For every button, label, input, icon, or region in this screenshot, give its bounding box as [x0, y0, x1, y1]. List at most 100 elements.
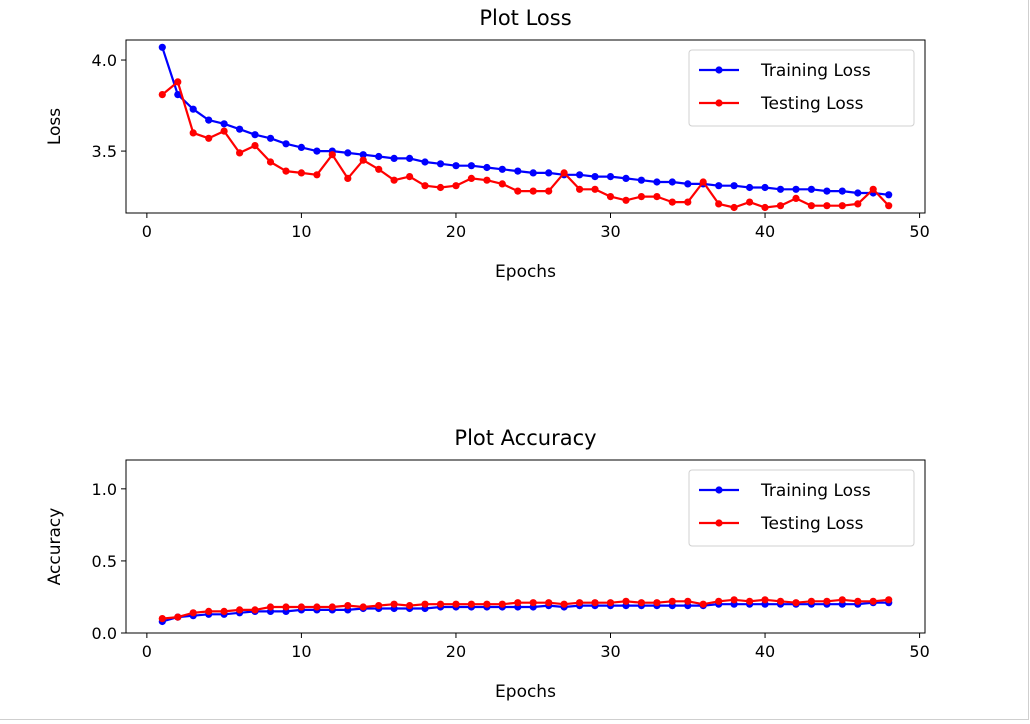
data-point — [684, 597, 692, 605]
data-point — [205, 607, 213, 616]
data-point — [236, 149, 244, 157]
data-point — [158, 43, 166, 51]
y-tick-label: 0.5 — [92, 552, 117, 571]
data-point — [498, 165, 506, 173]
data-point — [854, 189, 862, 197]
data-point — [266, 134, 275, 142]
data-point — [622, 597, 630, 605]
data-point — [236, 125, 244, 133]
data-point — [251, 142, 259, 150]
data-point — [406, 154, 414, 162]
series-testing-loss — [158, 596, 893, 623]
data-point — [838, 202, 846, 210]
data-point — [684, 198, 692, 206]
data-point — [730, 203, 738, 212]
chart-panel-1: 0 10 20 30 40 50 3.5 4.0 Plot Loss Epochs Loss Trai… — [45, 6, 930, 282]
x-tick-label: 20 — [446, 222, 466, 241]
legend-marker — [715, 486, 723, 494]
data-point — [483, 163, 491, 172]
data-point — [282, 167, 290, 175]
data-point — [297, 603, 305, 611]
legend-box — [688, 49, 915, 127]
data-point — [266, 158, 275, 166]
data-point — [622, 196, 630, 204]
y-tick-label: 4.0 — [92, 51, 117, 70]
data-point — [282, 603, 290, 611]
data-point — [869, 185, 877, 193]
data-point — [174, 78, 182, 86]
x-tick-label: 50 — [909, 642, 929, 661]
legend-label: Testing Loss — [760, 514, 864, 534]
data-point — [421, 182, 429, 190]
chart-title: Plot Loss — [479, 6, 571, 30]
data-point — [251, 606, 259, 614]
data-point — [205, 134, 213, 142]
data-point — [436, 160, 445, 168]
data-point — [746, 183, 754, 192]
data-point — [189, 129, 197, 137]
x-tick-label: 10 — [291, 222, 311, 241]
data-point — [174, 91, 182, 99]
data-point — [761, 596, 769, 604]
x-tick-label: 10 — [291, 642, 311, 661]
data-point — [452, 600, 460, 608]
data-point — [390, 176, 398, 184]
data-point — [854, 200, 862, 208]
data-point — [668, 178, 676, 186]
data-point — [436, 600, 445, 608]
data-point — [823, 187, 831, 195]
data-point — [483, 176, 491, 184]
data-point — [854, 597, 862, 605]
data-point — [498, 180, 506, 188]
chart-title: Plot Accuracy — [454, 426, 596, 450]
data-point — [792, 599, 800, 607]
data-point — [220, 607, 228, 616]
data-point — [189, 105, 197, 113]
data-point — [746, 597, 754, 605]
data-point — [823, 597, 831, 605]
data-point — [560, 600, 568, 608]
data-point — [375, 152, 383, 161]
data-point — [606, 173, 615, 181]
y-tick-label: 3.5 — [92, 142, 117, 161]
data-point — [421, 158, 429, 166]
data-point — [545, 599, 553, 607]
data-point — [452, 162, 460, 170]
data-point — [807, 185, 816, 193]
data-point — [529, 187, 537, 195]
data-point — [514, 167, 522, 175]
data-point — [591, 599, 599, 607]
data-point — [606, 193, 615, 201]
data-point — [189, 609, 197, 617]
data-point — [328, 603, 336, 611]
data-point — [220, 127, 228, 135]
x-tick-label: 50 — [909, 222, 929, 241]
data-point — [591, 173, 599, 181]
data-point — [220, 120, 228, 128]
data-point — [421, 600, 429, 608]
x-tick-label: 0 — [142, 642, 152, 661]
data-point — [653, 193, 661, 201]
data-point — [344, 149, 352, 157]
x-tick-label: 40 — [755, 222, 775, 241]
data-point — [637, 193, 646, 201]
data-point — [406, 173, 414, 181]
data-point — [792, 185, 800, 193]
data-point — [359, 156, 367, 164]
data-point — [406, 602, 414, 610]
axes-frame — [125, 459, 926, 634]
data-point — [266, 603, 275, 611]
data-point — [158, 615, 166, 623]
data-point — [807, 202, 816, 210]
data-point — [313, 171, 321, 179]
legend-label: Testing Loss — [760, 94, 864, 114]
data-point — [885, 596, 893, 604]
data-point — [776, 185, 785, 193]
data-point — [715, 200, 723, 208]
legend: Training Loss Testing Loss — [688, 469, 915, 547]
chart-panel-2: 0 10 20 30 40 50 0.0 0.5 1.0 Plot Accuracy Epochs A… — [45, 426, 930, 702]
data-point — [776, 597, 785, 605]
data-point — [436, 183, 445, 192]
y-tick-label: 0.0 — [92, 624, 117, 643]
